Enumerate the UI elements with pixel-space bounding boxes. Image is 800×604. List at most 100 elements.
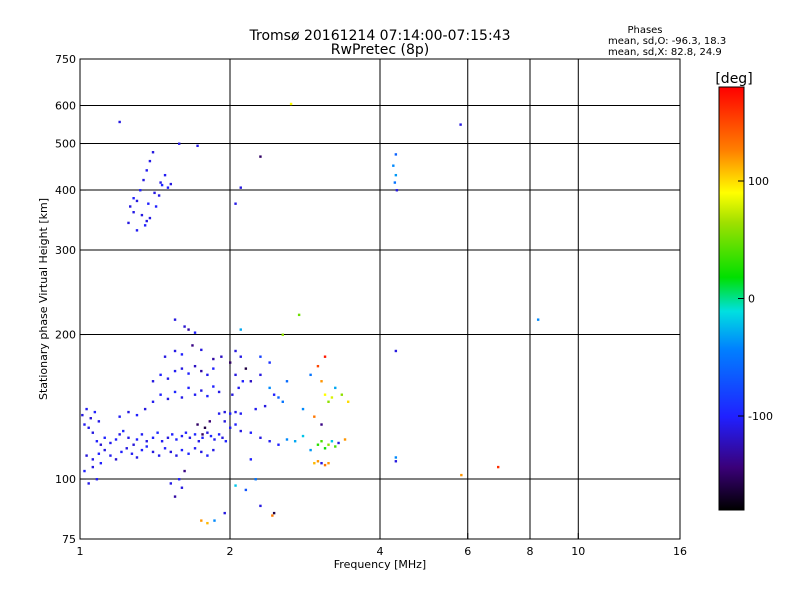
data-points (81, 102, 540, 525)
data-point (127, 221, 130, 225)
data-point (83, 423, 86, 426)
data-point (166, 436, 170, 439)
data-point (395, 189, 399, 192)
data-point (193, 447, 197, 450)
data-point (277, 396, 280, 399)
data-point (208, 420, 211, 423)
data-point (206, 454, 209, 457)
data-point (85, 454, 88, 457)
data-point (196, 144, 199, 148)
data-point (263, 404, 267, 408)
data-point (229, 426, 232, 429)
y-tick-label: 600 (55, 100, 76, 113)
data-point (143, 224, 147, 227)
data-point (171, 433, 174, 436)
data-point (209, 434, 213, 438)
data-point (285, 380, 289, 383)
data-point (392, 164, 395, 167)
chart-subtitle: RwPretec (8p) (331, 42, 429, 58)
data-point (217, 390, 221, 394)
data-point (272, 511, 276, 515)
data-point (143, 407, 147, 411)
data-point (154, 205, 158, 208)
data-point (259, 504, 262, 508)
data-point (212, 448, 215, 452)
y-tick-label: 100 (55, 473, 76, 486)
data-point (231, 393, 234, 396)
x-tick-label: 4 (377, 545, 384, 558)
data-point (140, 448, 144, 452)
data-point (147, 202, 150, 205)
x-tick-label: 6 (464, 545, 471, 558)
data-point (239, 186, 242, 189)
data-point (169, 482, 173, 485)
data-point (148, 216, 152, 220)
data-point (200, 369, 203, 373)
data-point (301, 434, 305, 438)
data-point (132, 197, 135, 200)
data-point (180, 448, 184, 452)
data-point (118, 415, 121, 418)
data-point (327, 443, 330, 446)
data-point (330, 396, 334, 399)
data-point (177, 478, 181, 481)
data-point (132, 443, 135, 446)
data-point (187, 452, 190, 455)
data-point (213, 519, 216, 522)
data-point (130, 452, 134, 455)
data-point (460, 473, 463, 477)
data-point (241, 380, 245, 383)
stats-heading: Phases (627, 25, 662, 36)
colorbar-tick-label: 100 (748, 175, 769, 188)
data-point (313, 415, 316, 418)
data-point (244, 367, 248, 370)
chart-title: Tromsø 20161214 07:14:00-07:15:43 (249, 28, 511, 44)
data-point (145, 440, 148, 443)
data-point (151, 151, 155, 154)
data-point (135, 199, 139, 203)
data-point (180, 353, 184, 356)
data-point (163, 447, 167, 450)
y-tick-label: 750 (55, 53, 76, 66)
data-point (206, 431, 209, 434)
data-point (97, 452, 101, 455)
data-point (271, 514, 274, 517)
data-point (237, 386, 240, 390)
data-point (323, 355, 327, 358)
data-point (217, 433, 221, 436)
data-point (234, 349, 237, 353)
data-point (316, 364, 320, 368)
data-point (327, 461, 330, 465)
data-point (223, 511, 226, 515)
data-point (157, 454, 161, 457)
data-point (316, 443, 320, 446)
x-tick-label: 2 (227, 545, 234, 558)
data-point (125, 447, 128, 450)
data-point (151, 436, 155, 439)
data-point (145, 445, 148, 448)
data-point (224, 440, 228, 443)
data-point (166, 186, 170, 189)
data-point (151, 450, 155, 454)
data-point (89, 417, 92, 420)
data-point (145, 169, 148, 172)
axis-ticks: 1 2 4 6 8 10 16 75 100 200 300 400 500 600 750 (55, 53, 687, 558)
data-point (496, 465, 500, 469)
data-point (95, 440, 99, 443)
data-point (173, 349, 177, 353)
data-point (309, 373, 312, 377)
data-point (140, 213, 144, 217)
data-point (394, 456, 398, 459)
data-point (159, 393, 162, 396)
data-point (212, 367, 215, 370)
data-point (327, 400, 330, 403)
data-point (206, 373, 209, 377)
data-point (196, 423, 199, 426)
data-point (99, 461, 103, 465)
data-point (159, 373, 162, 377)
data-point (201, 436, 204, 439)
data-point (180, 434, 184, 438)
data-point (394, 460, 398, 463)
data-point (334, 386, 337, 390)
data-point (320, 380, 323, 383)
